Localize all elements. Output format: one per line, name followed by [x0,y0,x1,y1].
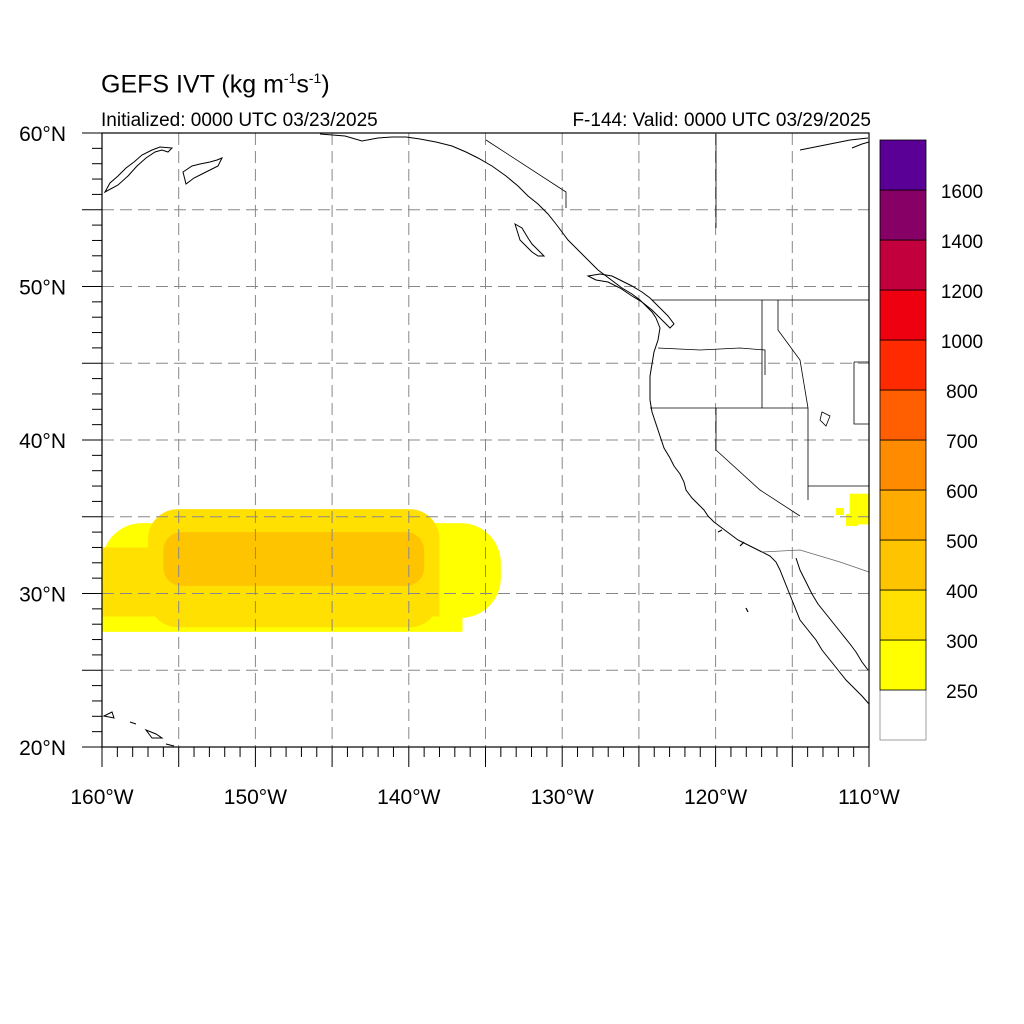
lon-tick-label: 110°W [838,786,900,809]
bc-islands-2 [586,273,675,329]
border-us-mexico [761,549,870,573]
colorbar-box [879,639,927,691]
lon-tick-label: 150°W [224,786,287,809]
nv-ut-border [807,408,869,500]
ivt-minor-patch-3 [846,514,858,526]
colorbar-label: 800 [946,382,978,403]
figure-title: GEFS IVT (kg m-1s-1) [101,70,330,99]
bc-islands-1 [514,222,546,257]
alaska-panhandle [573,245,657,319]
colorbar-box [879,389,927,441]
idaho-border [761,300,809,409]
wa-or-border [657,347,766,375]
canada-coast [799,137,869,151]
lat-tick-label: 40°N [19,430,66,453]
great-salt-lake [819,411,831,427]
colorbar-label: 300 [946,632,978,653]
alaska-gulf-coast [319,133,575,247]
lat-tick-label: 50°N [19,277,66,300]
axis-labels: 160°W 150°W 140°W 130°W 120°W 110°W 20°N 30°N 40… [19,123,900,809]
bc-border [485,134,717,228]
colorbar-box [879,439,927,491]
lat-tick-label: 20°N [19,737,66,760]
axis-ticks [82,132,870,767]
ivt-minor-patch-2 [836,508,844,515]
colorbar-label: 1200 [941,282,983,303]
alaska-coast [103,146,174,194]
lat-tick-label: 60°N [19,123,66,146]
colorbar-label: 700 [946,432,978,453]
ivt-fill-layer [102,493,869,632]
baja-islands [717,529,749,613]
ca-nv-border [715,408,801,517]
lon-tick-label: 140°W [377,786,440,809]
kodiak-island [182,157,224,185]
colorbar-box [879,539,927,591]
gulf-of-california [795,557,869,671]
colorbar-box [879,339,927,391]
canada-coast-2 [851,141,870,149]
ivt-band-400-500 [163,532,425,586]
colorbar-label: 1600 [941,182,983,203]
hawaii-islands [102,711,175,747]
colorbar-label: 500 [946,532,978,553]
colorbar-box [879,689,927,741]
initialized-time: Initialized: 0000 UTC 03/23/2025 [101,110,378,131]
colorbar-box [879,489,927,541]
lat-tick-label: 30°N [19,584,66,607]
colorbar-box [879,189,927,241]
colorbar: 250 300 400 500 600 700 800 1000 1200 1400 1600 [879,139,983,741]
valid-time: F-144: Valid: 0000 UTC 03/29/2025 [572,110,871,131]
colorbar-label: 250 [946,682,978,703]
us-west-coast [649,317,870,705]
colorbar-label: 1000 [941,332,983,353]
geography-outlines [102,133,870,747]
graticule [102,133,869,747]
lon-tick-label: 160°W [70,786,133,809]
colorbar-label: 1400 [941,232,983,253]
colorbar-box [879,239,927,291]
colorbar-box [879,289,927,341]
ut-border [853,361,869,425]
colorbar-box [879,589,927,641]
colorbar-box [879,139,927,191]
lon-tick-label: 120°W [684,786,747,809]
colorbar-label: 400 [946,582,978,603]
colorbar-label: 600 [946,482,978,503]
lon-tick-label: 130°W [531,786,594,809]
